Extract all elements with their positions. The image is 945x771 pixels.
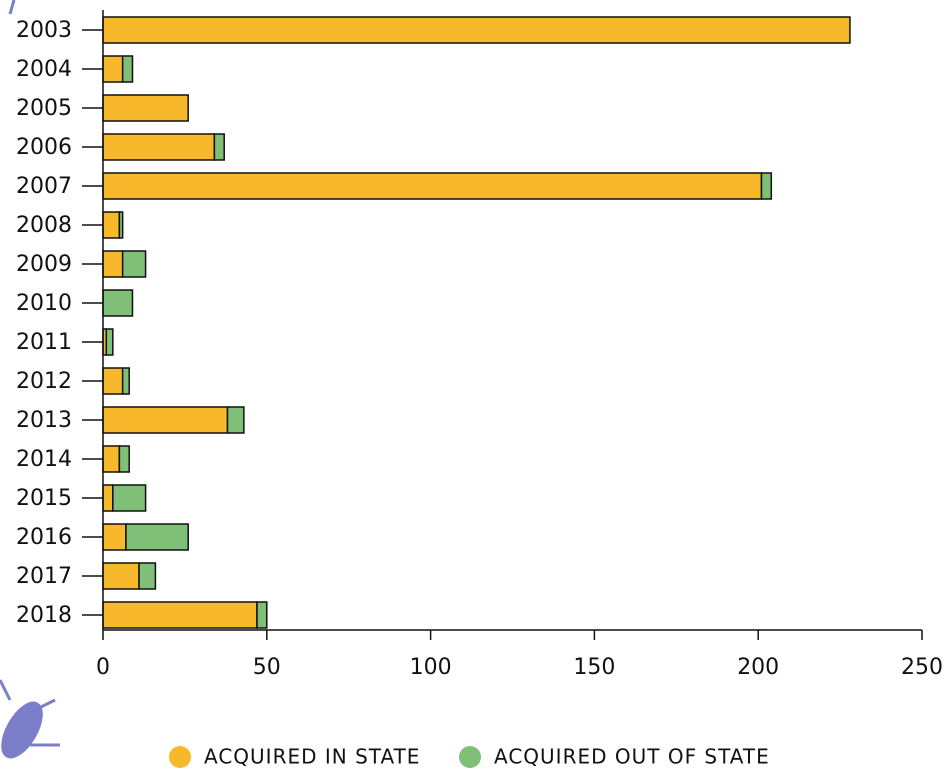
legend-text: Acquired out of State bbox=[494, 745, 770, 769]
x-tick-label: 150 bbox=[573, 655, 615, 680]
y-tick-label: 2003 bbox=[16, 18, 72, 43]
bar-segment bbox=[102, 55, 124, 83]
y-tick-label: 2005 bbox=[16, 96, 72, 121]
legend-swatch bbox=[169, 746, 191, 768]
bar-segment bbox=[118, 211, 124, 239]
mosquito-icon bbox=[0, 0, 60, 759]
y-tick-label: 2011 bbox=[16, 330, 72, 355]
bar-segment bbox=[102, 406, 229, 434]
legend-swatch bbox=[459, 746, 481, 768]
x-tick-label: 0 bbox=[96, 655, 110, 680]
bar-segment bbox=[213, 133, 225, 161]
y-tick-label: 2012 bbox=[16, 369, 72, 394]
y-tick-label: 2007 bbox=[16, 174, 72, 199]
bar-segment bbox=[138, 562, 157, 590]
x-tick-label: 250 bbox=[901, 655, 943, 680]
bar-segment bbox=[256, 601, 268, 629]
bar-segment bbox=[102, 484, 114, 512]
bar-segment bbox=[102, 133, 216, 161]
y-tick-label: 2016 bbox=[16, 525, 72, 550]
bar-segment bbox=[121, 55, 134, 83]
y-tick-label: 2006 bbox=[16, 135, 72, 160]
bar-segment bbox=[118, 445, 130, 473]
x-tick-label: 200 bbox=[737, 655, 779, 680]
legend-text: Acquired in State bbox=[204, 745, 420, 769]
bar-segment bbox=[121, 367, 130, 395]
y-tick-label: 2004 bbox=[16, 57, 72, 82]
bar-segment bbox=[102, 211, 121, 239]
y-tick-label: 2018 bbox=[16, 603, 72, 628]
x-tick-label: 50 bbox=[253, 655, 281, 680]
bar-segment bbox=[102, 94, 189, 122]
bar-segment bbox=[102, 289, 134, 317]
bar-segment bbox=[102, 562, 140, 590]
bar-segment bbox=[102, 601, 258, 629]
y-tick-label: 2009 bbox=[16, 252, 72, 277]
bar-segment bbox=[226, 406, 245, 434]
y-tick-label: 2015 bbox=[16, 486, 72, 511]
bar-segment bbox=[102, 523, 127, 551]
bar-segment bbox=[102, 445, 121, 473]
bar-segment bbox=[105, 328, 114, 356]
y-tick-label: 2010 bbox=[16, 291, 72, 316]
bar-segment bbox=[760, 172, 773, 200]
bar-segment bbox=[125, 523, 189, 551]
x-tick-label: 100 bbox=[410, 655, 452, 680]
bar-segment bbox=[102, 16, 851, 44]
y-tick-label: 2017 bbox=[16, 564, 72, 589]
y-tick-label: 2013 bbox=[16, 408, 72, 433]
bar-segment bbox=[102, 172, 763, 200]
bar-segment bbox=[121, 250, 147, 278]
y-tick-label: 2014 bbox=[16, 447, 72, 472]
y-tick-label: 2008 bbox=[16, 213, 72, 238]
bar-segment bbox=[102, 367, 124, 395]
bar-segment bbox=[112, 484, 147, 512]
bar-segment bbox=[102, 250, 124, 278]
